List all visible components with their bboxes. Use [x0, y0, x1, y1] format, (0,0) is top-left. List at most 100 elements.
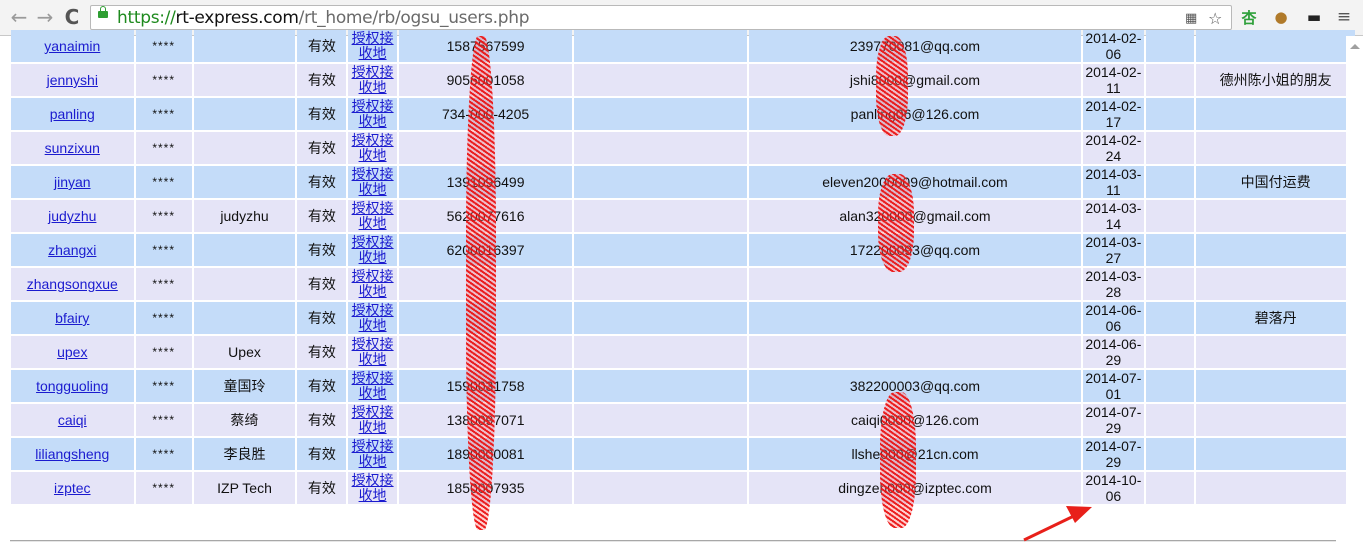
auth-address-link[interactable]: 授权接 收地 — [351, 64, 394, 95]
note-cell — [1196, 132, 1355, 164]
note-cell — [1196, 200, 1355, 232]
username-cell: jennyshi — [11, 64, 134, 96]
password-mask: **** — [135, 370, 192, 402]
bookmark-star-icon[interactable]: ☆ — [1208, 9, 1223, 28]
auth-address-link[interactable]: 授权接 收地 — [351, 98, 394, 129]
date-cell: 2014-03- 11 — [1082, 166, 1144, 198]
address-bar[interactable]: https://rt-express.com/rt_home/rb/ogsu_u… — [90, 5, 1232, 30]
display-name — [193, 64, 296, 96]
display-name: 蔡绮 — [193, 404, 296, 436]
date-cell: 2014-06- 29 — [1082, 336, 1144, 368]
username-link[interactable]: judyzhu — [48, 208, 97, 224]
username-link[interactable]: tongguoling — [36, 378, 109, 394]
auth-address-link[interactable]: 授权接 收地 — [351, 438, 394, 469]
empty-cell — [1146, 234, 1195, 266]
status-text: 有效 — [297, 370, 347, 402]
password-mask: **** — [135, 64, 192, 96]
username-link[interactable]: panling — [49, 106, 95, 122]
display-name: Upex — [193, 336, 296, 368]
password-mask: **** — [135, 98, 192, 130]
empty-cell — [574, 200, 748, 232]
auth-address-link[interactable]: 授权接 收地 — [351, 234, 394, 265]
username-link[interactable]: yanaimin — [44, 38, 101, 54]
table-row: jinyan****有效授权接收地1391096499eleven2000009… — [11, 166, 1355, 198]
note-cell — [1196, 98, 1355, 130]
auth-address-link[interactable]: 授权接 收地 — [351, 370, 394, 401]
table-row: izptec****IZP Tech有效授权接收地1850007935dingz… — [11, 472, 1355, 504]
username-link[interactable]: jennyshi — [46, 72, 98, 88]
username-cell: liliangsheng — [11, 438, 134, 470]
username-link[interactable]: caiqi — [57, 412, 87, 428]
reload-button[interactable]: C — [61, 5, 83, 29]
username-cell: panling — [11, 98, 134, 130]
empty-cell — [1146, 472, 1195, 504]
auth-address-cell: 授权接 收地 — [348, 404, 397, 436]
display-name — [193, 234, 296, 266]
display-name — [193, 132, 296, 164]
date-cell: 2014-07- 29 — [1082, 404, 1144, 436]
auth-address-link[interactable]: 授权接 收地 — [351, 268, 394, 299]
back-button[interactable]: ← — [10, 5, 28, 29]
auth-address-link[interactable]: 授权接 收地 — [351, 30, 394, 61]
username-link[interactable]: liliangsheng — [35, 446, 110, 462]
auth-address-cell: 授权接 收地 — [348, 472, 397, 504]
status-text: 有效 — [297, 30, 347, 62]
auth-address-link[interactable]: 授权接 收地 — [351, 404, 394, 435]
forward-button[interactable]: → — [36, 5, 54, 29]
password-mask: **** — [135, 404, 192, 436]
username-cell: tongguoling — [11, 370, 134, 402]
username-cell: judyzhu — [11, 200, 134, 232]
table-row: liliangsheng****李良胜有效授权接收地1890000081llsh… — [11, 438, 1355, 470]
empty-cell — [574, 268, 748, 300]
auth-address-link[interactable]: 授权接 收地 — [351, 200, 394, 231]
username-link[interactable]: jinyan — [53, 174, 91, 190]
auth-address-link[interactable]: 授权接 收地 — [351, 132, 394, 163]
display-name: IZP Tech — [193, 472, 296, 504]
username-link[interactable]: zhangxi — [48, 242, 97, 258]
auth-address-cell: 授权接 收地 — [348, 64, 397, 96]
auth-address-link[interactable]: 授权接 收地 — [351, 302, 394, 333]
auth-address-link[interactable]: 授权接 收地 — [351, 166, 394, 197]
username-cell: zhangsongxue — [11, 268, 134, 300]
username-cell: zhangxi — [11, 234, 134, 266]
empty-cell — [1146, 200, 1195, 232]
extension-cookie-icon[interactable]: ● — [1274, 8, 1288, 26]
status-text: 有效 — [297, 472, 347, 504]
auth-address-cell: 授权接 收地 — [348, 166, 397, 198]
scroll-up-icon[interactable] — [1350, 44, 1360, 49]
empty-cell — [1146, 64, 1195, 96]
display-name — [193, 30, 296, 62]
username-link[interactable]: zhangsongxue — [26, 276, 118, 292]
password-mask: **** — [135, 472, 192, 504]
note-cell — [1196, 370, 1355, 402]
auth-address-cell: 授权接 收地 — [348, 336, 397, 368]
keyboard-flag-icon[interactable]: ▦ — [1185, 11, 1198, 26]
url-text: https://rt-express.com/rt_home/rb/ogsu_u… — [117, 8, 530, 28]
username-link[interactable]: izptec — [53, 480, 91, 496]
extension-leaf-icon[interactable]: 杏 — [1241, 8, 1257, 27]
menu-icon[interactable]: ≡ — [1336, 7, 1352, 27]
auth-address-cell: 授权接 收地 — [348, 98, 397, 130]
empty-cell — [1146, 166, 1195, 198]
auth-address-cell: 授权接 收地 — [348, 200, 397, 232]
vertical-scrollbar[interactable] — [1346, 36, 1363, 558]
username-link[interactable]: bfairy — [55, 310, 90, 326]
username-cell: jinyan — [11, 166, 134, 198]
email-cell: eleven2000009@hotmail.com — [749, 166, 1081, 198]
username-link[interactable]: sunzixun — [44, 140, 100, 156]
extension-mask-icon[interactable]: ▬ — [1306, 8, 1322, 26]
empty-cell — [574, 166, 748, 198]
username-cell: caiqi — [11, 404, 134, 436]
table-row: sunzixun **** 有效 授权接 收地 2014-02- 24 — [11, 132, 1355, 164]
email-cell: 239770081@qq.com — [749, 30, 1081, 62]
display-name — [193, 166, 296, 198]
username-link[interactable]: upex — [57, 344, 88, 360]
empty-cell — [574, 472, 748, 504]
auth-address-link[interactable]: 授权接 收地 — [351, 336, 394, 367]
date-cell: 2014-03- 27 — [1082, 234, 1144, 266]
empty-cell — [1146, 268, 1195, 300]
status-text: 有效 — [297, 64, 347, 96]
status-text: 有效 — [297, 438, 347, 470]
empty-cell — [1146, 302, 1195, 334]
auth-address-link[interactable]: 授权接 收地 — [351, 472, 394, 503]
